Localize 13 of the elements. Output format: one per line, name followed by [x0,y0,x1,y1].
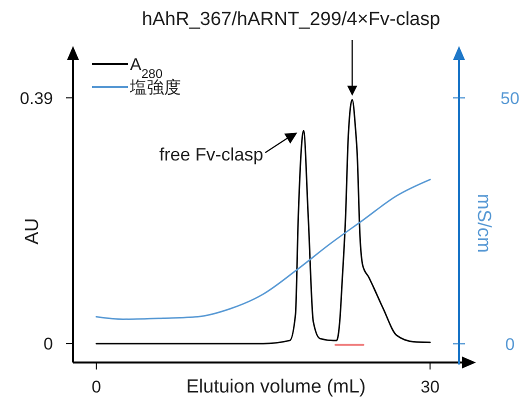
line-series [96,98,431,344]
y2-tick-label: 0 [505,334,515,354]
y-tick-label: 0.39 [20,88,53,108]
legend-label: A$_{280}$ [130,55,163,80]
x-axis-title: Elutuion volume (mL) [186,376,366,398]
y-axis-title: AU [22,218,43,244]
annotation: free Fv-clasp [159,144,264,165]
legend-label: 塩強度 [129,78,181,97]
chart-title: hAhR_367/hARNT_299/4×Fv-clasp [142,9,440,30]
line-series [96,178,431,320]
y2-axis-title: mS/cm [473,194,494,253]
y2-tick-label: 50 [500,88,520,108]
x-tick-label: 30 [420,378,440,396]
